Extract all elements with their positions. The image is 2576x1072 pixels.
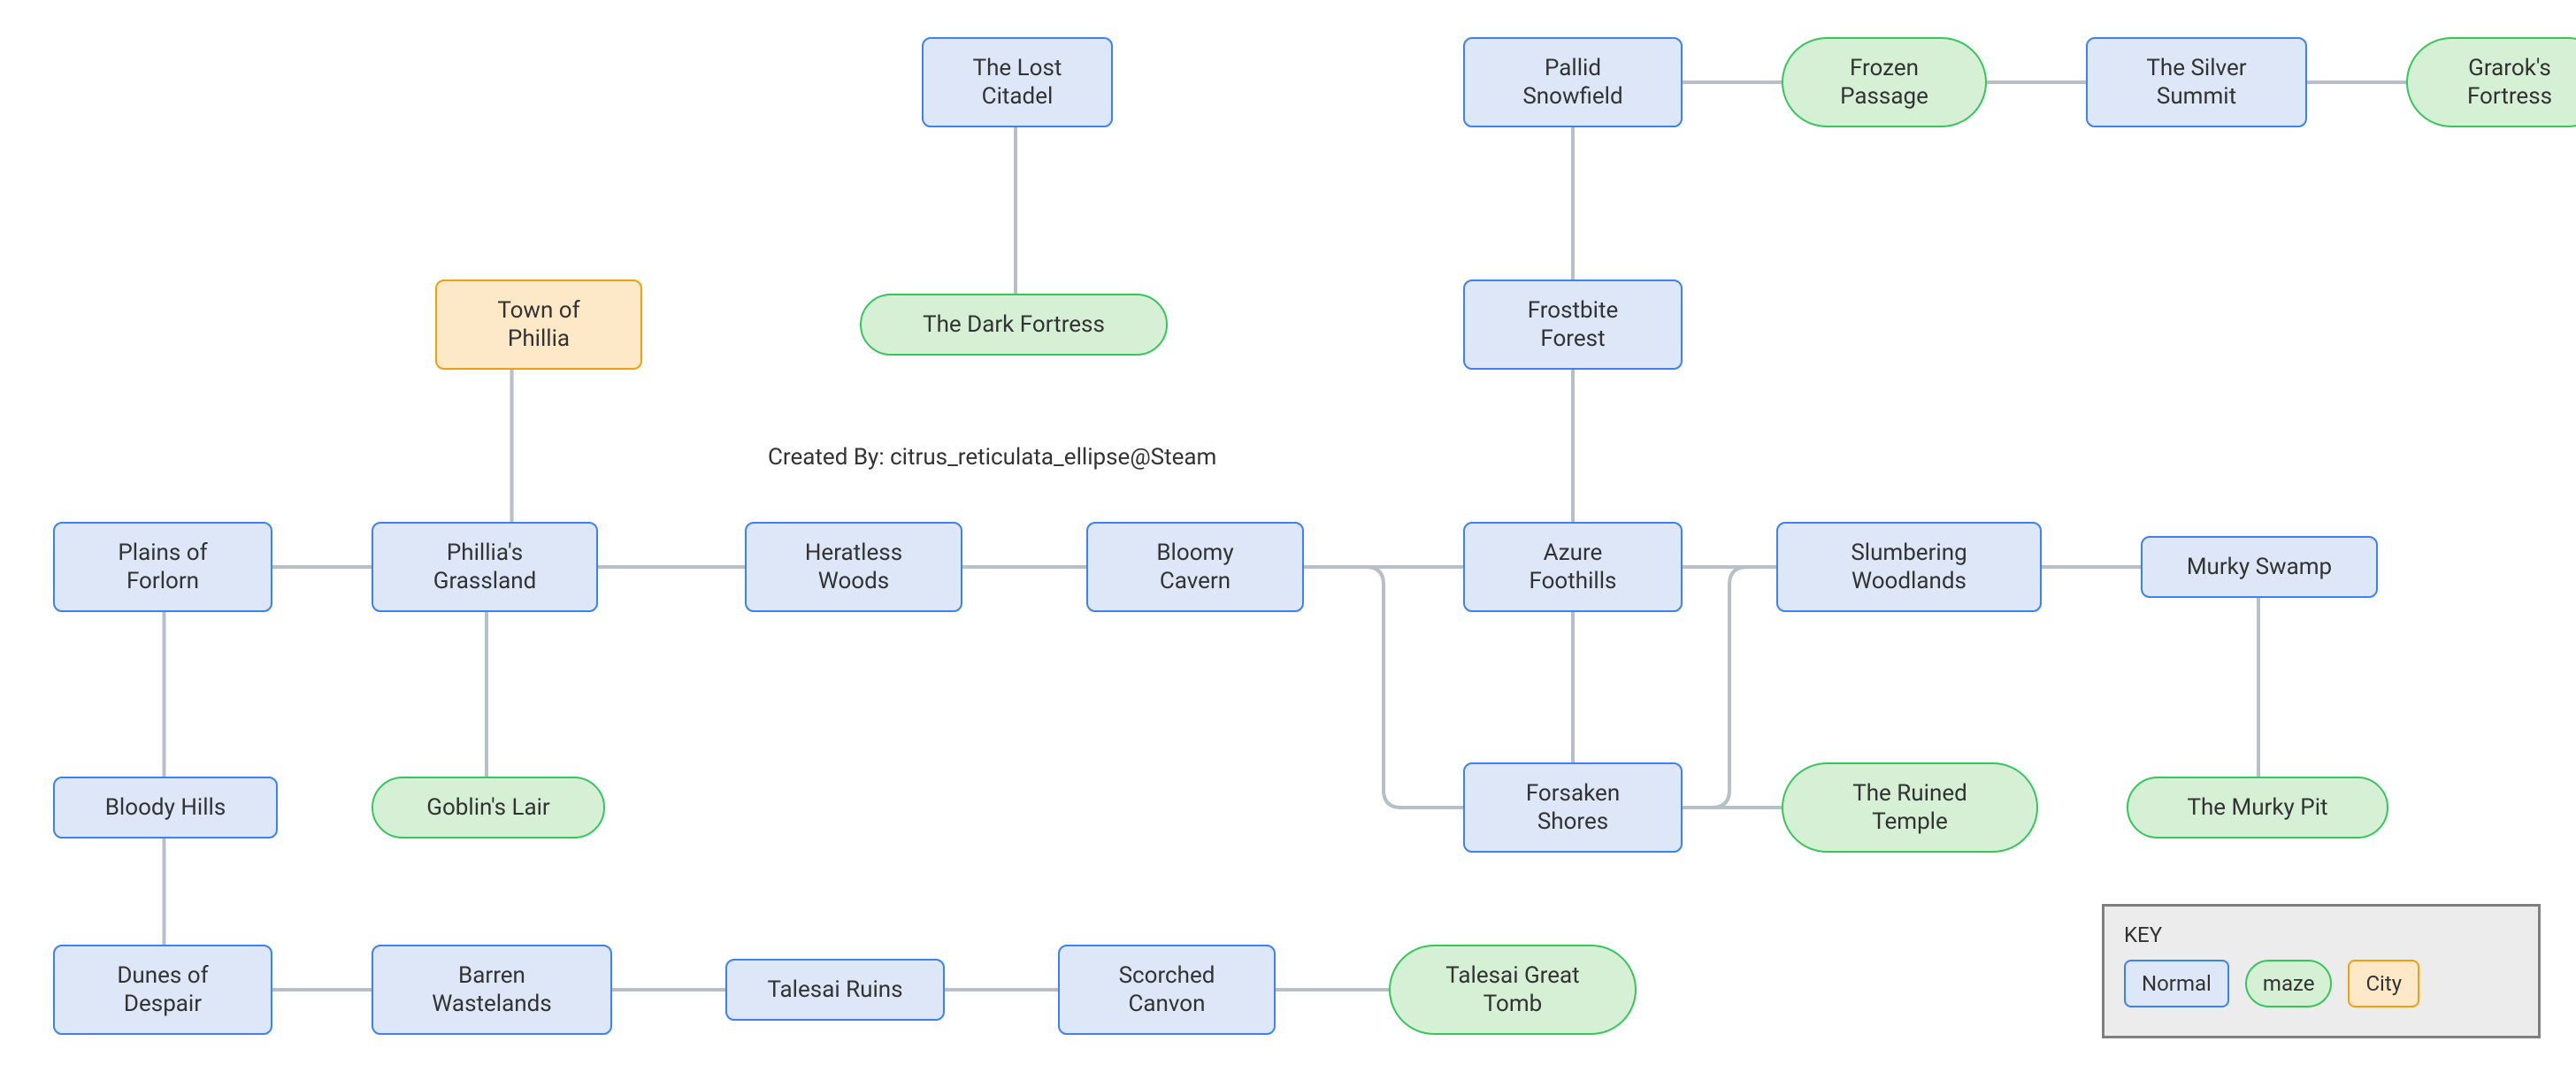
diagram-canvas: The LostCitadel PallidSnowfield FrozenPass… — [0, 0, 2576, 1072]
node-bloody_hills: Bloody Hills — [53, 777, 278, 838]
node-heratless_woods: HeratlessWoods — [745, 522, 962, 612]
node-label: Talesai Ruins — [767, 976, 902, 1005]
node-talesai_ruins: Talesai Ruins — [725, 959, 945, 1021]
node-label: Grarok'sFortress — [2467, 54, 2552, 111]
legend-item-city: City — [2348, 960, 2419, 1007]
legend: KEY Normal maze City — [2102, 904, 2541, 1038]
node-label: SlumberingWoodlands — [1851, 539, 1966, 596]
node-frozen_passage: FrozenPassage — [1782, 37, 1987, 127]
node-label: Bloody Hills — [105, 793, 226, 823]
node-label: Dunes ofDespair — [117, 961, 208, 1019]
node-talesai_tomb: Talesai GreatTomb — [1389, 945, 1637, 1035]
node-label: Phillia'sGrassland — [433, 539, 536, 596]
node-label: Town ofPhillia — [497, 296, 579, 354]
node-label: Goblin's Lair — [426, 793, 550, 823]
node-label: ForsakenShores — [1526, 779, 1620, 837]
node-barren_waste: BarrenWastelands — [372, 945, 612, 1035]
node-murky_swamp: Murky Swamp — [2141, 536, 2378, 598]
node-frostbite_forest: FrostbiteForest — [1463, 279, 1683, 370]
node-azure_foothills: AzureFoothills — [1463, 522, 1683, 612]
node-plains_forlorn: Plains ofForlorn — [53, 522, 272, 612]
node-grarok_fortress: Grarok'sFortress — [2406, 37, 2576, 127]
node-label: BloomyCavern — [1156, 539, 1233, 596]
node-label: The Murky Pit — [2187, 793, 2327, 823]
node-label: BarrenWastelands — [432, 961, 551, 1019]
node-label: PallidSnowfield — [1522, 54, 1622, 111]
node-murky_pit: The Murky Pit — [2127, 777, 2388, 838]
node-label: The RuinedTemple — [1852, 779, 1967, 837]
node-pallid_snowfield: PallidSnowfield — [1463, 37, 1683, 127]
node-label: The SilverSummit — [2146, 54, 2246, 111]
node-town_phillia: Town ofPhillia — [435, 279, 642, 370]
node-slumbering_wood: SlumberingWoodlands — [1776, 522, 2042, 612]
node-ruined_temple: The RuinedTemple — [1782, 762, 2038, 853]
node-label: Murky Swamp — [2187, 553, 2332, 582]
node-phillias_grass: Phillia'sGrassland — [372, 522, 598, 612]
legend-item-normal: Normal — [2124, 960, 2229, 1007]
node-forsaken_shores: ForsakenShores — [1463, 762, 1683, 853]
legend-title: KEY — [2124, 923, 2518, 947]
node-label: The Dark Fortress — [923, 310, 1105, 340]
legend-item-maze: maze — [2245, 960, 2333, 1007]
node-dunes_despair: Dunes ofDespair — [53, 945, 272, 1035]
node-silver_summit: The SilverSummit — [2086, 37, 2307, 127]
node-goblins_lair: Goblin's Lair — [372, 777, 605, 838]
node-label: Talesai GreatTomb — [1445, 961, 1579, 1019]
credit-text: Created By: citrus_reticulata_ellipse@St… — [768, 444, 1216, 471]
node-scorched_canyon: ScorchedCanvon — [1058, 945, 1276, 1035]
node-label: ScorchedCanvon — [1119, 961, 1215, 1019]
node-label: AzureFoothills — [1530, 539, 1617, 596]
node-bloomy_cavern: BloomyCavern — [1086, 522, 1304, 612]
legend-row: Normal maze City — [2124, 960, 2518, 1007]
node-label: The LostCitadel — [973, 54, 1062, 111]
node-label: Plains ofForlorn — [118, 539, 207, 596]
node-label: FrostbiteForest — [1528, 296, 1619, 354]
node-dark_fortress: The Dark Fortress — [860, 294, 1168, 356]
node-lost_citadel: The LostCitadel — [922, 37, 1113, 127]
node-label: HeratlessWoods — [805, 539, 902, 596]
node-label: FrozenPassage — [1840, 54, 1928, 111]
